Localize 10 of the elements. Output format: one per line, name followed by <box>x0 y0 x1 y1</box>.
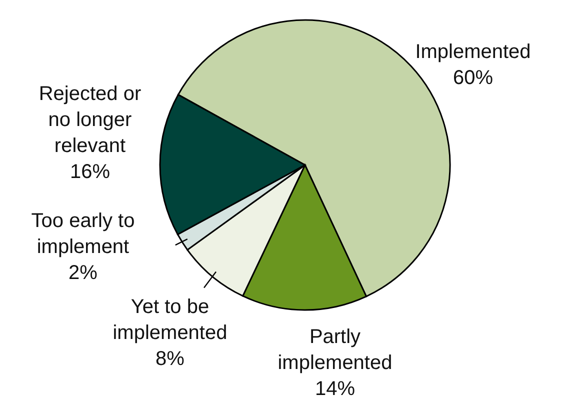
data-label: 8% <box>156 348 185 370</box>
data-label: 2% <box>68 262 98 284</box>
legend-label: Too early to implement <box>31 210 135 258</box>
slice-label: Rejected or no longer relevant <box>38 83 142 157</box>
slice-label: Partly implemented <box>278 326 392 374</box>
data-label: 16% <box>70 161 110 183</box>
data-label: 14% <box>314 378 356 400</box>
slice-label: Yet to be implemented <box>112 296 228 344</box>
slice-label: Implemented <box>415 41 531 63</box>
data-label: 60% <box>452 67 494 89</box>
